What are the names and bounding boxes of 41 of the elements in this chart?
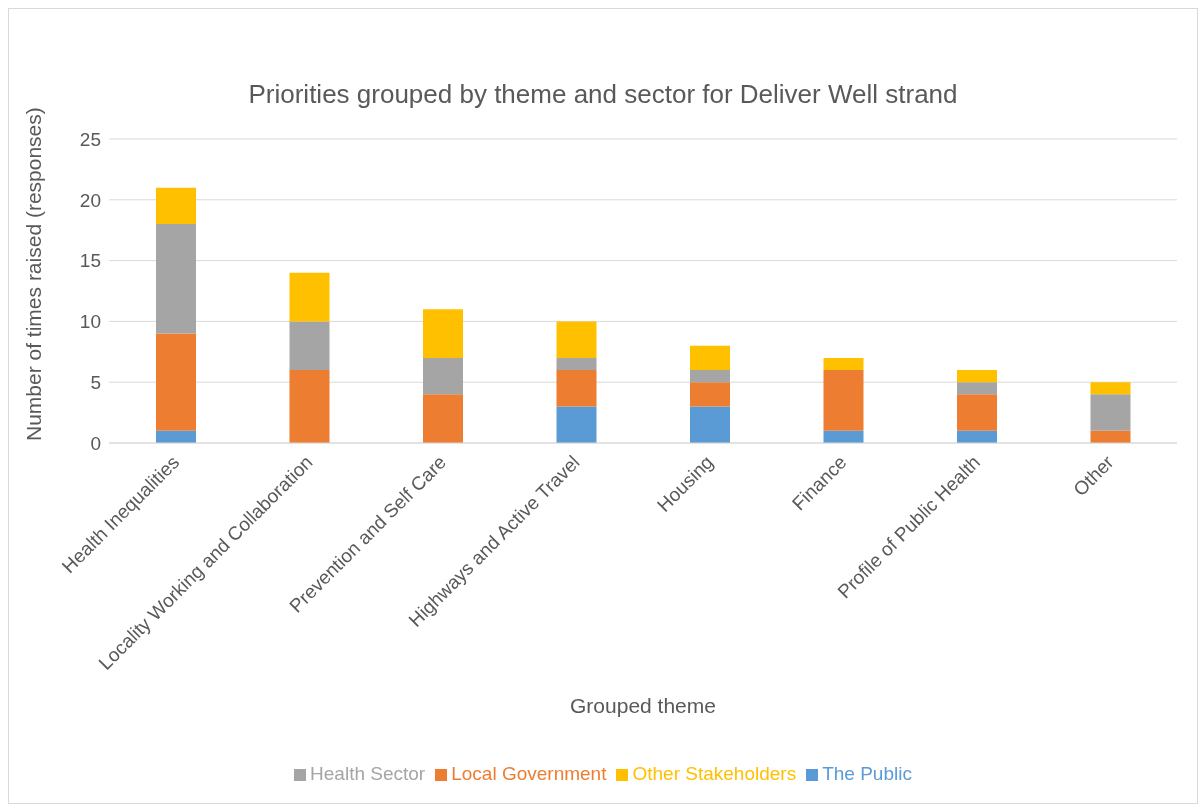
legend-label: Local Government: [451, 763, 607, 784]
y-tick-label: 20: [79, 189, 101, 211]
bar: [957, 394, 997, 431]
bar: [156, 430, 196, 443]
y-tick-label: 0: [90, 432, 101, 454]
y-tick-label: 10: [79, 311, 101, 333]
bar: [289, 370, 330, 443]
bar: [1090, 382, 1131, 395]
chart-title: Priorities grouped by theme and sector for Deliver Well strand: [248, 79, 958, 109]
bar: [423, 357, 463, 395]
bar: [156, 333, 196, 431]
y-tick-label: 5: [90, 371, 101, 393]
bar: [556, 357, 597, 371]
bar: [957, 430, 997, 443]
bar: [156, 224, 196, 334]
bar: [1090, 394, 1131, 431]
bar: [823, 370, 864, 431]
x-axis-title: Grouped theme: [570, 694, 716, 717]
bar: [556, 370, 597, 407]
bar: [556, 406, 597, 443]
bar: [823, 430, 864, 443]
bar: [957, 370, 997, 383]
bar: [423, 394, 463, 443]
bar: [1090, 430, 1131, 443]
bar: [289, 321, 330, 371]
y-axis-title: Number of times raised (responses): [22, 107, 46, 441]
bar: [556, 321, 597, 358]
bar: [690, 382, 730, 407]
y-tick-label: 25: [79, 128, 101, 150]
bar: [957, 382, 997, 395]
bar: [690, 345, 730, 371]
legend-label: The Public: [822, 763, 912, 784]
bar: [690, 406, 730, 443]
y-tick-label: 15: [79, 250, 101, 272]
bar: [289, 272, 330, 322]
bar: [423, 309, 463, 358]
bar: [823, 357, 864, 371]
bar: [156, 187, 196, 225]
legend-label: Other Stakeholders: [632, 763, 797, 784]
bar: [690, 370, 730, 383]
legend-label: Health Sector: [310, 763, 426, 784]
